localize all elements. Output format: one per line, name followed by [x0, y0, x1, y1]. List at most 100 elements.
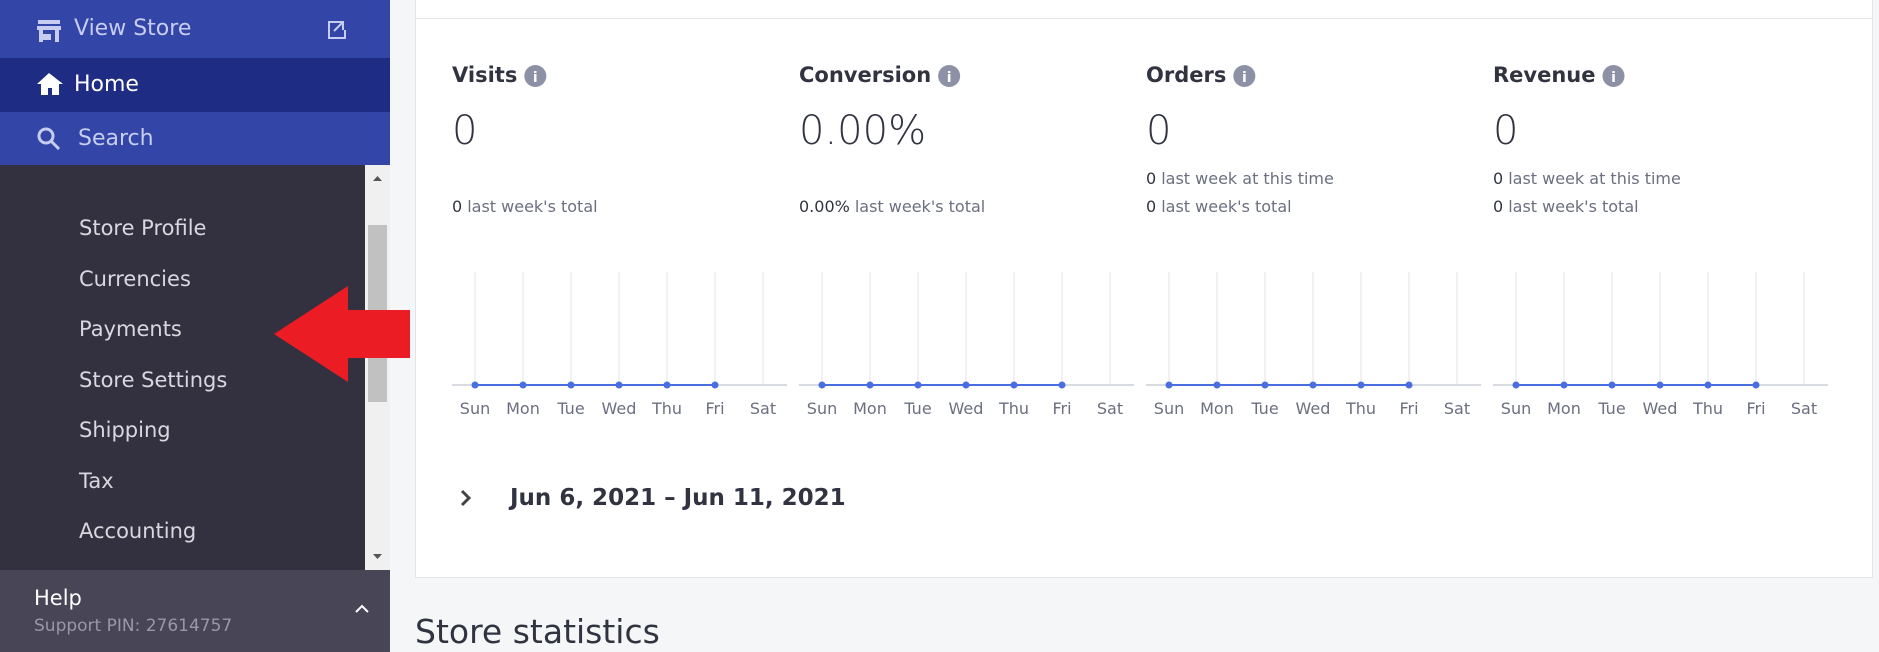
info-icon[interactable] — [938, 65, 961, 87]
info-icon[interactable] — [524, 65, 547, 87]
chart-point — [1752, 381, 1760, 389]
day-label: Wed — [1296, 399, 1331, 418]
metric-subline: 0 last week at this time — [1146, 169, 1334, 188]
subline-label: last week's total — [1161, 197, 1291, 216]
chart-point — [1357, 381, 1365, 389]
day-label: Fri — [1052, 399, 1071, 418]
subline-value: 0 — [1146, 169, 1156, 188]
info-i: i — [1611, 70, 1616, 86]
metric-subline: 0.00% last week's total — [799, 197, 985, 216]
info-i: i — [1242, 70, 1247, 86]
subline-label: last week's total — [1508, 197, 1638, 216]
menu-item[interactable]: Tax — [79, 468, 114, 493]
menu-item[interactable]: Store Settings — [79, 367, 228, 392]
day-label: Mon — [1200, 399, 1234, 418]
chart-point — [962, 381, 970, 389]
day-label: Mon — [853, 399, 887, 418]
view-store[interactable]: View Store — [0, 0, 390, 58]
day-label: Fri — [1746, 399, 1765, 418]
day-label: Thu — [651, 399, 682, 418]
day-label: Sat — [750, 399, 776, 418]
chart-point — [818, 381, 826, 389]
metric-subline: 0 last week's total — [452, 197, 598, 216]
scroll-arrows — [373, 176, 382, 559]
menu-item[interactable]: Store Profile — [79, 216, 207, 240]
external-icon — [328, 21, 346, 39]
chart-point — [663, 381, 671, 389]
chart-point — [1309, 381, 1317, 389]
day-label: Sun — [1154, 399, 1184, 418]
chart-point — [1010, 381, 1018, 389]
home-icon — [37, 73, 63, 95]
day-label: Wed — [602, 399, 637, 418]
day-label: Tue — [903, 399, 931, 418]
metric-subline: 0 last week's total — [1493, 197, 1639, 216]
metric-value: 0 — [1493, 108, 1518, 154]
chart-point — [1656, 381, 1664, 389]
subline-value: 0 — [1493, 197, 1503, 216]
red-arrow — [274, 286, 410, 382]
day-label: Wed — [949, 399, 984, 418]
help: Help — [34, 586, 82, 610]
chart-point — [1560, 381, 1568, 389]
help-panel[interactable]: Help Support PIN: 27614757 — [0, 570, 390, 652]
menu-item[interactable]: Currencies — [79, 266, 191, 291]
day-label: Tue — [556, 399, 584, 418]
metric-value: 0 — [452, 108, 477, 154]
chart-point — [1704, 381, 1712, 389]
day-label: Sun — [1501, 399, 1531, 418]
menu-item[interactable]: Shipping — [79, 418, 171, 442]
chart-point — [711, 381, 719, 389]
chart-point — [914, 381, 922, 389]
day-label: Sat — [1444, 399, 1470, 418]
day-label: Fri — [705, 399, 724, 418]
metric-label: Orders — [1146, 63, 1226, 87]
sidebar-icons — [37, 20, 346, 151]
subline-label: last week's total — [855, 197, 985, 216]
day-label: Tue — [1250, 399, 1278, 418]
day-label: Mon — [1547, 399, 1581, 418]
day-label: Thu — [1692, 399, 1723, 418]
divider — [416, 18, 1872, 19]
chart-point — [1213, 381, 1221, 389]
day-label: Tue — [1597, 399, 1625, 418]
metric-value: 0 — [1146, 108, 1171, 154]
menu-item[interactable]: Accounting — [79, 519, 197, 543]
day-label: Sun — [807, 399, 837, 418]
home[interactable]: Home — [0, 58, 390, 112]
info-icon[interactable] — [1233, 65, 1256, 87]
day-label: Wed — [1643, 399, 1678, 418]
day-label: Thu — [1345, 399, 1376, 418]
search-icon — [37, 127, 55, 145]
info-icon[interactable] — [1602, 65, 1625, 87]
subline-value: 0 — [1146, 197, 1156, 216]
section-title: Store statistics — [415, 612, 660, 651]
subline-value: 0 — [452, 197, 462, 216]
chart-point — [519, 381, 527, 389]
menu-item[interactable]: Payments — [79, 317, 182, 341]
day-label: Mon — [506, 399, 540, 418]
search-icon-handle — [49, 139, 61, 151]
day-label: Fri — [1399, 399, 1418, 418]
search[interactable]: Search — [0, 112, 390, 165]
subline-value: 0.00% — [799, 197, 850, 216]
dashboard-card — [415, 0, 1873, 578]
chart-point — [471, 381, 479, 389]
subline-label: last week's total — [467, 197, 597, 216]
chart-point — [1261, 381, 1269, 389]
support-pin: Support PIN: 27614757 — [34, 616, 233, 636]
day-label: Sat — [1097, 399, 1123, 418]
chart-point — [1608, 381, 1616, 389]
chevron-up — [355, 604, 369, 613]
day-label: Sun — [460, 399, 490, 418]
expand-chevron[interactable] — [460, 489, 472, 507]
subline-label: last week at this time — [1508, 169, 1681, 188]
date-range: Jun 6, 2021 – Jun 11, 2021 — [508, 485, 846, 511]
info-i: i — [947, 70, 952, 86]
info-i: i — [533, 70, 538, 86]
chart-point — [866, 381, 874, 389]
chart-point — [1165, 381, 1173, 389]
metric-subline: 0 last week at this time — [1493, 169, 1681, 188]
